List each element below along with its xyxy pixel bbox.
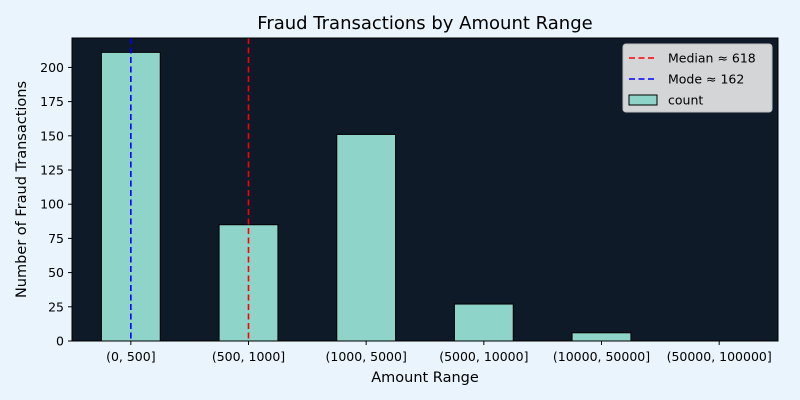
x-tick-label-2: (1000, 5000] xyxy=(326,349,407,364)
x-tick-label-0: (0, 500] xyxy=(106,349,156,364)
x-axis-title: Amount Range xyxy=(371,370,479,386)
legend-label-0: Median ≈ 618 xyxy=(668,51,756,66)
x-tick-label-5: (50000, 100000] xyxy=(667,349,772,364)
bar-3 xyxy=(453,303,514,342)
y-axis-title: Number of Fraud Transactions xyxy=(14,81,30,298)
legend: Median ≈ 618 Mode ≈ 162 count xyxy=(622,43,773,113)
legend-swatch-2 xyxy=(628,94,658,106)
y-tick-label-5: 125 xyxy=(40,163,64,178)
y-tick-label-4: 100 xyxy=(40,197,64,212)
bar-2 xyxy=(336,133,397,342)
legend-box xyxy=(622,43,773,113)
chart-title: Fraud Transactions by Amount Range xyxy=(257,13,592,34)
y-tick-label-0: 0 xyxy=(56,334,64,349)
x-tick-label-4: (10000, 50000] xyxy=(553,349,650,364)
plot-frame xyxy=(71,37,779,342)
y-tick-label-7: 175 xyxy=(40,94,64,109)
bar-1 xyxy=(218,224,279,342)
y-tick-label-6: 150 xyxy=(40,128,64,143)
y-tick-label-3: 75 xyxy=(48,231,64,246)
y-tick-label-8: 200 xyxy=(40,60,64,75)
legend-label-2: count xyxy=(668,93,703,108)
x-tick-label-1: (500, 1000] xyxy=(212,349,285,364)
y-tick-label-1: 25 xyxy=(48,299,64,314)
legend-label-1: Mode ≈ 162 xyxy=(668,72,744,87)
bar-4 xyxy=(571,332,632,342)
y-tick-label-2: 50 xyxy=(48,265,64,280)
x-tick-label-3: (5000, 10000] xyxy=(439,349,528,364)
